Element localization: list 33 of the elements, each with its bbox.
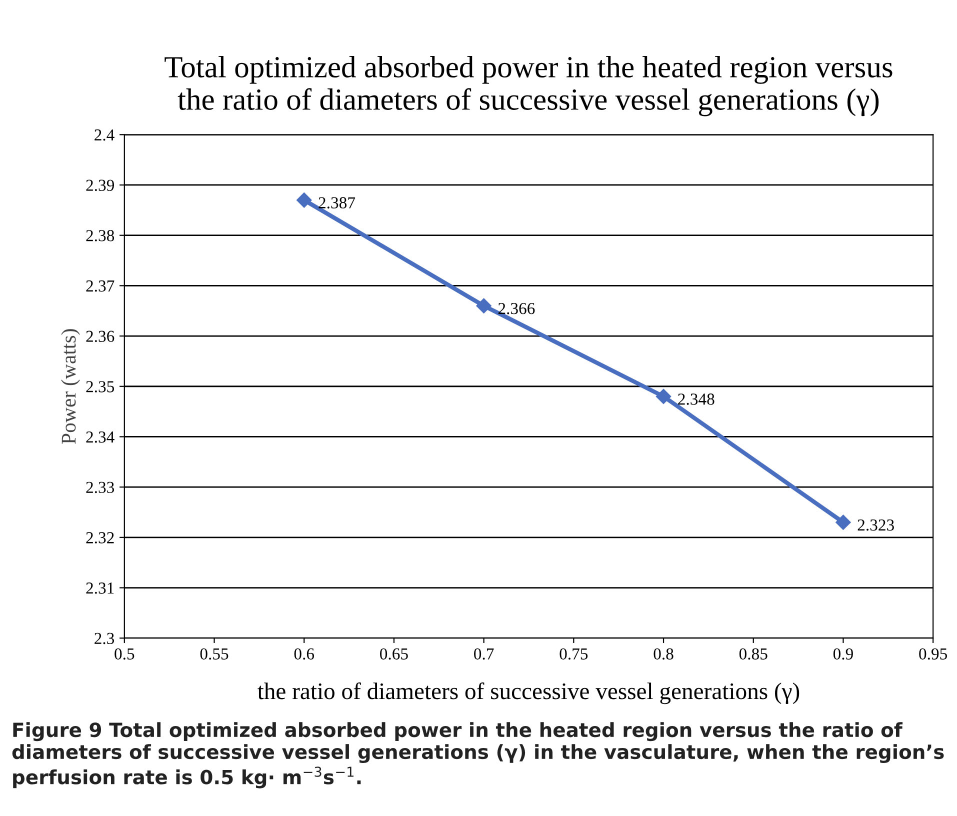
data-label: 2.366 bbox=[498, 302, 535, 314]
y-tick-label: 2.36 bbox=[86, 330, 114, 342]
x-axis-title: the ratio of diameters of successive vessel generations (γ) bbox=[258, 682, 800, 704]
x-tick-label: 0.55 bbox=[200, 648, 228, 660]
y-tick-label: 2.33 bbox=[86, 482, 114, 494]
point bbox=[656, 388, 672, 404]
point bbox=[836, 514, 851, 530]
y-axis-title: Power (watts) bbox=[61, 329, 80, 444]
x-tick-label: 0.75 bbox=[560, 648, 588, 660]
x-tick-label: 0.7 bbox=[474, 648, 494, 660]
y-tick-label: 2.37 bbox=[86, 280, 114, 292]
y-tick-label: 2.4 bbox=[94, 129, 114, 141]
point bbox=[296, 192, 312, 208]
caption: Figure 9 Total optimized absorbed power in the heated region versus the ratio of diameters of successive vessel generations (γ) in the vasculature, when the region’s perfusion rate is 0.5 kg· m$^{−3}$s$^{−1}$. bbox=[12, 722, 944, 788]
x-tick-label: 0.5 bbox=[114, 648, 134, 660]
x-tick-label: 0.95 bbox=[919, 648, 948, 660]
x-tick-label: 0.6 bbox=[294, 648, 314, 660]
x-tick-label: 0.9 bbox=[833, 648, 853, 660]
data-label: 2.387 bbox=[318, 197, 356, 209]
data-label: 2.323 bbox=[858, 519, 894, 531]
y-tick-label: 2.31 bbox=[86, 582, 114, 594]
y-tick-label: 2.38 bbox=[86, 230, 114, 242]
y-tick-label: 2.35 bbox=[86, 381, 114, 392]
x-tick-label: 0.65 bbox=[380, 648, 408, 660]
x-tick-label: 0.85 bbox=[739, 648, 768, 660]
y-tick-label: 2.32 bbox=[86, 532, 114, 544]
y-tick-label: 2.3 bbox=[94, 632, 114, 644]
data-label: 2.348 bbox=[678, 394, 714, 405]
x-tick-label: 0.8 bbox=[654, 648, 674, 660]
point bbox=[476, 298, 492, 314]
chart-title: Total optimized absorbed power in the heated region versus the ratio of diameters of successive vessel generations (γ) bbox=[164, 56, 892, 116]
y-tick-label: 2.39 bbox=[86, 180, 114, 192]
y-tick-label: 2.34 bbox=[86, 431, 114, 443]
